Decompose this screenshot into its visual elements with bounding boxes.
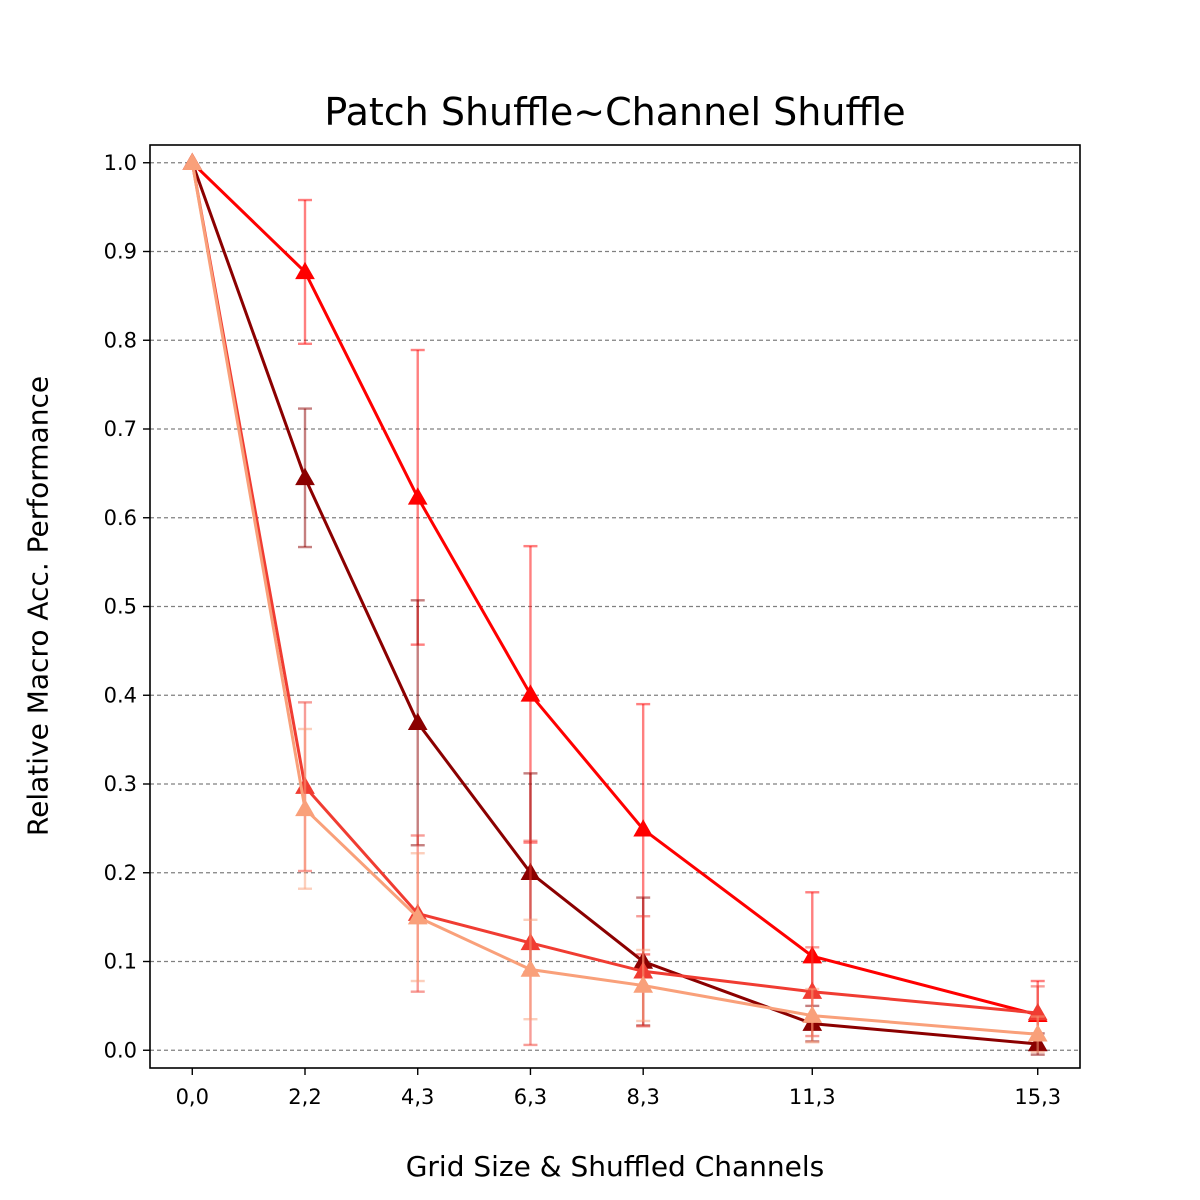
data-point xyxy=(1027,1024,1048,1042)
y-tick-label: 0.3 xyxy=(104,772,137,796)
data-point xyxy=(633,819,654,837)
data-point xyxy=(407,907,428,925)
series-line xyxy=(190,162,1038,1036)
data-point xyxy=(633,975,654,993)
data-point xyxy=(802,1005,823,1023)
x-tick-label: 0,0 xyxy=(176,1085,209,1109)
x-tick-label: 15,3 xyxy=(1014,1085,1061,1109)
y-tick-label: 0.2 xyxy=(104,861,137,885)
series-1 xyxy=(182,152,1048,1050)
series-4 xyxy=(182,152,1048,1054)
data-point xyxy=(295,467,315,486)
data-point xyxy=(182,152,203,170)
x-axis-label: Grid Size & Shuffled Channels xyxy=(405,1150,825,1183)
series-line xyxy=(191,161,1039,1017)
y-tick-label: 0.5 xyxy=(104,595,137,619)
data-point xyxy=(520,959,541,977)
data-point xyxy=(295,261,315,280)
y-tick-label: 0.8 xyxy=(104,328,137,352)
x-tick-label: 2,2 xyxy=(288,1085,321,1109)
data-point xyxy=(295,798,315,817)
y-tick-label: 1.0 xyxy=(104,151,137,175)
data-point xyxy=(407,712,428,731)
data-point xyxy=(407,487,428,505)
y-tick-label: 0.9 xyxy=(104,240,137,264)
x-tick-label: 6,3 xyxy=(514,1085,547,1109)
y-tick-label: 0.4 xyxy=(104,683,137,707)
x-tick-label: 11,3 xyxy=(789,1085,836,1109)
y-tick-label: 0.6 xyxy=(104,506,137,530)
chart-title: Patch Shuffle~Channel Shuffle xyxy=(324,90,906,134)
y-tick-label: 0.7 xyxy=(104,417,137,441)
x-tick-label: 4,3 xyxy=(401,1085,434,1109)
y-tick-label: 0.1 xyxy=(104,950,137,974)
x-tick-label: 8,3 xyxy=(626,1085,659,1109)
y-tick-label: 0.0 xyxy=(104,1038,137,1062)
data-point xyxy=(520,684,541,702)
series-line xyxy=(190,162,1038,1015)
series-line xyxy=(190,162,1038,1046)
